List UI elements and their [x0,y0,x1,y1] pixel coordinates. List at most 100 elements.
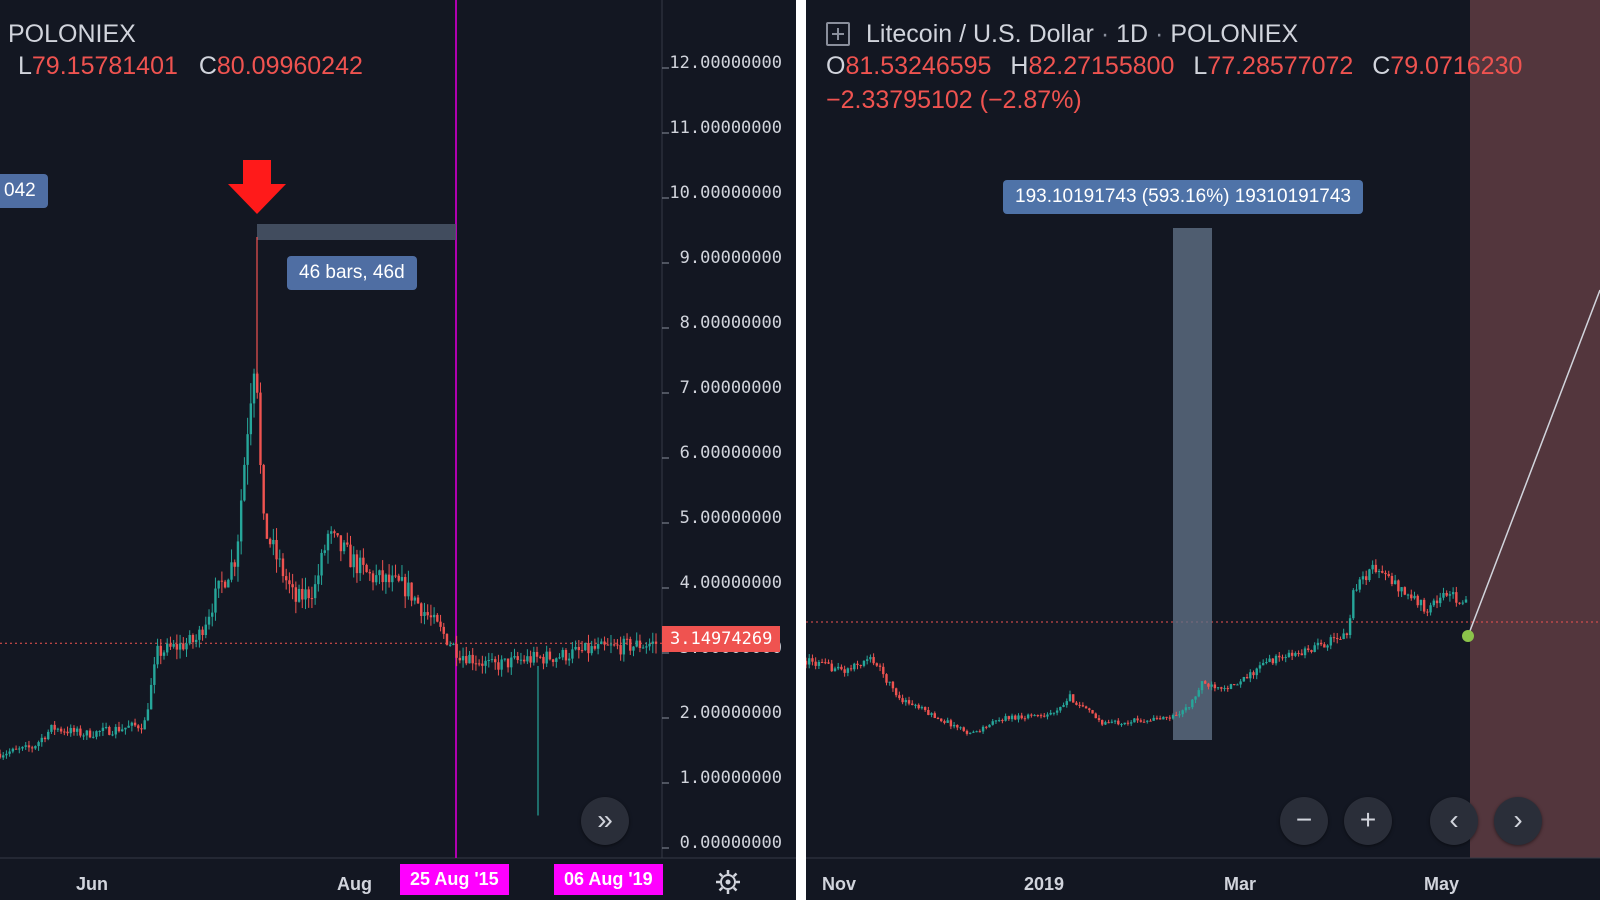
zoom-in-button[interactable]: + [1344,797,1392,845]
right-candle [1194,696,1197,700]
left-candle [149,684,153,710]
right-candle [1339,638,1342,640]
right-candle [1448,594,1452,596]
left-candle [629,639,632,651]
right-candle [1278,655,1281,658]
left-candle [510,657,513,668]
left-candle [465,656,468,664]
left-candle [378,570,381,576]
title-separator: · [1100,20,1110,48]
right-candle [1014,715,1017,720]
right-candle [1252,672,1255,676]
right-candle [1142,721,1146,723]
right-candle [1065,701,1068,706]
time-axis-label: 2019 [1024,874,1065,894]
scroll-to-realtime-button[interactable]: » [581,797,629,845]
gear-icon[interactable] [714,868,742,896]
left-candle [445,633,449,645]
right-candle [1416,595,1419,606]
plus-square-icon[interactable] [826,22,850,46]
left-candle [497,662,500,670]
right-candle [824,662,827,664]
right-candle [859,665,862,667]
left-candle [420,603,423,616]
right-price-chart[interactable] [806,0,1600,900]
right-candle [1078,704,1081,706]
right-chart-panel[interactable]: Litecoin / U.S. Dollar · 1D · POLONIEX O… [806,0,1600,900]
left-candle [494,659,497,663]
right-candle [1010,715,1014,720]
right-candle [808,658,811,665]
right-candle [1100,720,1104,725]
zoom-out-button[interactable]: − [1280,797,1328,845]
left-candle [593,646,597,649]
left-candle [555,658,558,662]
left-candle [162,652,166,656]
left-candle [339,535,343,552]
right-candle [1419,599,1423,606]
left-candle [63,731,66,733]
left-candle [584,642,587,651]
left-candle [471,654,474,664]
left-candle [220,580,224,582]
left-candle [156,645,159,665]
right-candle [1062,705,1065,707]
left-candle [166,643,169,653]
right-candle [1316,642,1320,646]
right-candle [853,663,856,670]
left-candle [11,748,15,752]
right-candle [1033,715,1036,717]
left-candle [477,663,481,665]
right-candle [1258,665,1262,669]
left-candle [27,745,31,748]
left-candle [281,558,285,577]
price-axis-label: 7.00000000 [679,378,782,398]
right-candle [1007,716,1011,720]
right-candle [907,700,911,704]
range-date-badge: 06 Aug '19 [554,864,663,895]
right-candle [1187,707,1191,709]
right-candle [901,698,904,703]
right-candle [1239,681,1242,685]
right-candle [1155,717,1159,719]
right-candle [1046,714,1049,717]
left-candle [522,659,526,662]
left-candle [79,728,82,736]
left-candle [124,727,127,730]
scroll-right-button[interactable]: › [1494,797,1542,845]
left-candle [101,727,105,732]
left-chart-panel[interactable]: POLONIEX L79.15781401 C80.09960242 042 4… [0,0,796,900]
right-candle [1455,592,1458,603]
left-candle [153,664,156,685]
left-exchange-name: POLONIEX [8,20,136,48]
price-axis-label: 4.00000000 [679,573,782,593]
left-candle [127,725,130,728]
right-candle [1075,702,1078,705]
left-candle [436,614,439,622]
left-candle [352,554,355,568]
right-candle [1297,653,1300,655]
left-price-chart[interactable] [0,0,796,900]
left-candle [645,646,648,648]
right-candle [1126,722,1130,724]
right-candle [1207,683,1210,687]
left-candle [616,644,619,646]
right-candle [830,663,833,672]
left-candle [407,582,410,597]
left-candle [362,557,365,565]
right-candle [1313,645,1316,652]
right-candle [1133,718,1136,723]
left-candle [262,465,265,514]
left-candle [452,643,455,645]
left-candle [169,643,172,647]
right-candle [1458,602,1461,604]
left-candle [82,735,85,737]
right-candle [1049,712,1052,715]
right-candle [933,713,936,718]
left-candle [529,656,532,663]
left-candle [56,728,60,730]
scroll-left-button[interactable]: ‹ [1430,797,1478,845]
right-candle [1400,587,1403,592]
open-value: 81.53246595 [845,52,992,80]
left-candle [0,753,2,758]
